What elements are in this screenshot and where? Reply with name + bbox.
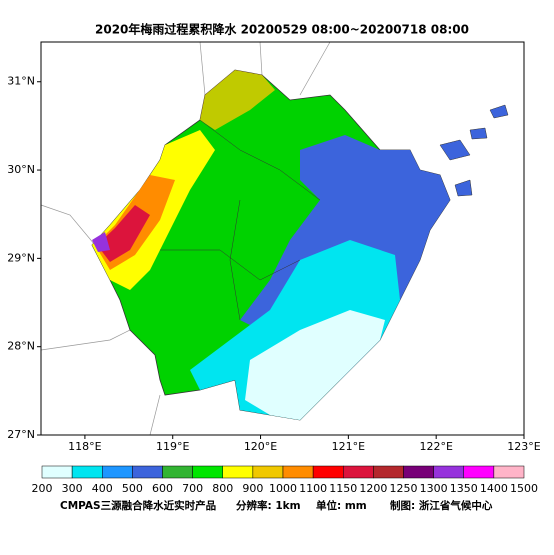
county-border [160, 119, 321, 321]
colorbar-cell [252, 465, 284, 479]
region [97, 205, 150, 262]
colorbar-cell [463, 465, 495, 479]
colorbar-label: 500 [122, 482, 143, 495]
colorbar-cell [493, 465, 525, 479]
colorbar-cell [192, 465, 223, 479]
footer-text: 制图: 浙江省气候中心 [390, 499, 493, 512]
colorbar-label: 800 [212, 482, 233, 495]
colorbar-cell [102, 465, 133, 479]
colorbar-label: 1100 [299, 482, 327, 495]
x-tick-label: 122°E [419, 440, 452, 453]
colorbar-label: 1400 [480, 482, 508, 495]
region [92, 232, 110, 252]
x-tick-label: 119°E [156, 440, 189, 453]
colorbar-cell [343, 465, 374, 479]
neighbour-border [40, 41, 331, 436]
colorbar-cell [403, 465, 434, 479]
footer-text: CMPAS三源融合降水近实时产品 [60, 499, 216, 512]
x-tick-label: 121°E [332, 440, 365, 453]
island [439, 104, 509, 197]
footer-text: 单位: mm [316, 499, 367, 512]
footer-text: 分辨率: 1km [236, 499, 301, 512]
colorbar-label: 1200 [359, 482, 387, 495]
x-tick-label: 123°E [507, 440, 540, 453]
region [190, 240, 400, 420]
region [200, 70, 275, 130]
map-frame [40, 41, 525, 436]
region [245, 310, 385, 420]
colorbar-cell [132, 465, 163, 479]
colorbar-label: 400 [92, 482, 113, 495]
colorbar-label: 1000 [269, 482, 297, 495]
y-tick-label: 27°N [7, 428, 35, 441]
colorbar-cell [312, 465, 344, 479]
precip-field [40, 41, 509, 436]
y-tick-label: 29°N [7, 251, 35, 264]
colorbar-label: 200 [32, 482, 53, 495]
colorbar-label: 1300 [420, 482, 448, 495]
colorbar-label: 1150 [329, 482, 357, 495]
colorbar-label: 700 [182, 482, 203, 495]
colorbar-cell [222, 465, 254, 479]
colorbar-label: 1350 [450, 482, 478, 495]
colorbar-label: 1250 [390, 482, 418, 495]
y-tick-label: 28°N [7, 340, 35, 353]
colorbar-label: 1500 [510, 482, 538, 495]
colorbar-cell [373, 465, 404, 479]
x-tick-label: 120°E [244, 440, 277, 453]
x-tick-label: 118°E [68, 440, 101, 453]
colorbar-label: 900 [242, 482, 263, 495]
map-title: 2020年梅雨过程累积降水 20200529 08:00~20200718 08… [95, 22, 469, 37]
colorbar-cell [41, 465, 73, 479]
colorbar-cell [433, 465, 464, 479]
y-tick-label: 30°N [7, 163, 35, 176]
y-tick-label: 31°N [7, 75, 35, 88]
colorbar-cell [282, 465, 314, 479]
colorbar-cell [162, 465, 193, 479]
colorbar-cell [71, 465, 103, 479]
colorbar-label: 300 [62, 482, 83, 495]
colorbar-label: 600 [152, 482, 173, 495]
